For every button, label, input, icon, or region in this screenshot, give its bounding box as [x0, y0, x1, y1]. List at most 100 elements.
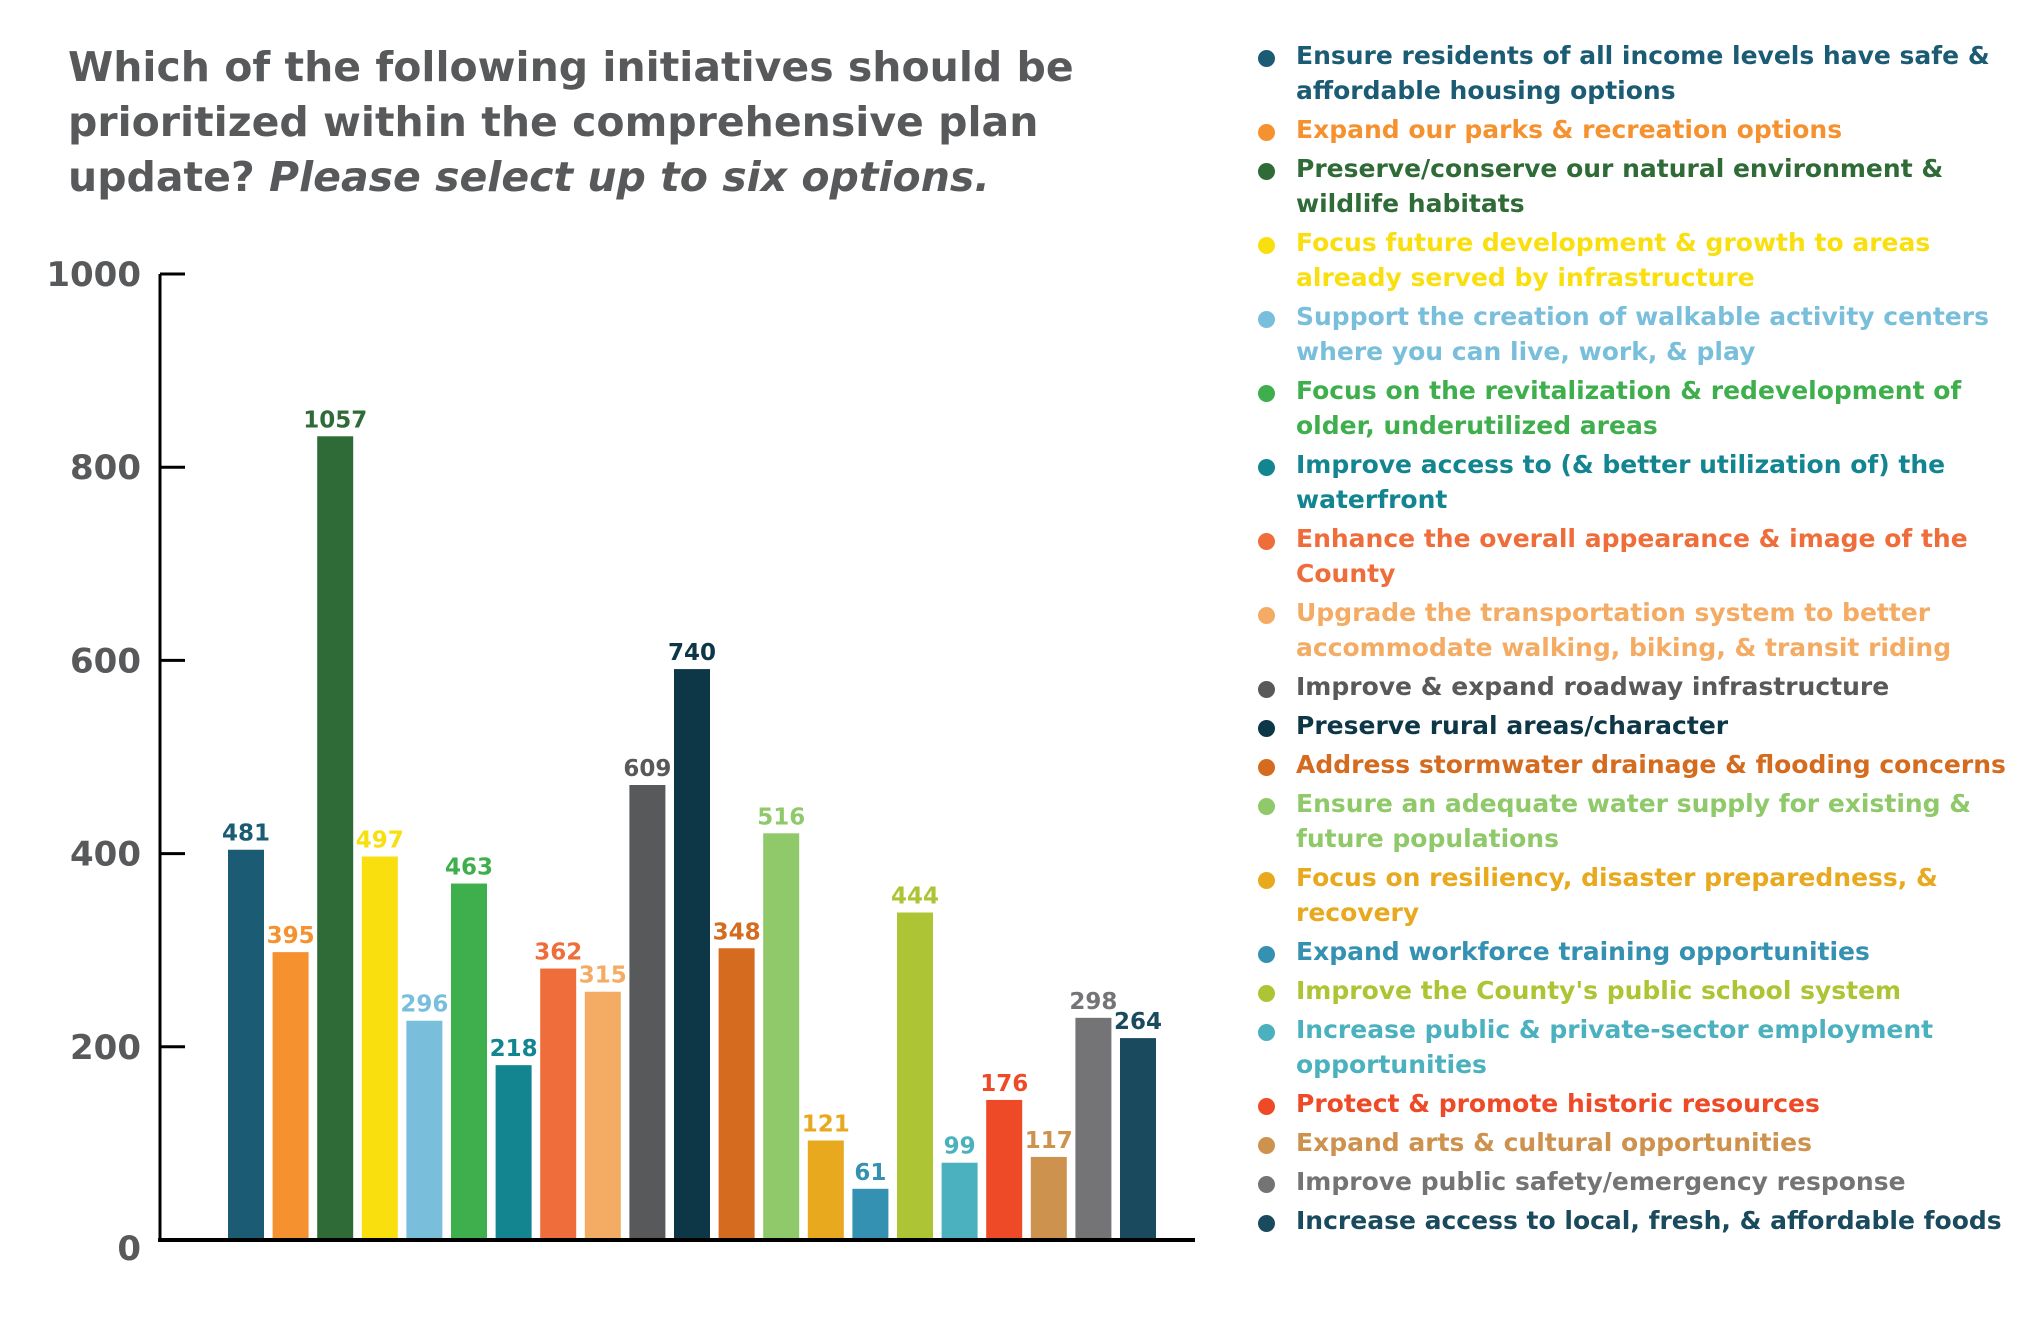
legend-swatch	[1258, 459, 1275, 476]
bar	[629, 785, 666, 1240]
legend-swatch	[1258, 798, 1275, 815]
legend-swatch	[1258, 533, 1275, 550]
legend-item: Protect & promote historic resources	[1258, 1086, 2028, 1121]
bar	[584, 991, 621, 1240]
legend-label: Increase access to local, fresh, & affor…	[1296, 1206, 2002, 1235]
legend-label: Preserve/conserve our natural environmen…	[1296, 154, 1944, 218]
legend-label: Improve the County's public school syste…	[1296, 976, 1902, 1005]
data-label: 348	[713, 919, 761, 945]
legend-label: Focus on resiliency, disaster preparedne…	[1296, 863, 1938, 927]
legend-label: Increase public & private-sector employm…	[1296, 1015, 1934, 1079]
bar	[317, 436, 354, 1241]
legend-item: Improve & expand roadway infrastructure	[1258, 669, 2028, 704]
bar	[941, 1162, 978, 1240]
data-label: 61	[854, 1160, 886, 1186]
legend-item: Ensure an adequate water supply for exis…	[1258, 786, 2028, 856]
legend-label: Address stormwater drainage & flooding c…	[1296, 750, 2006, 779]
legend-label: Improve & expand roadway infrastructure	[1296, 672, 1890, 701]
legend-item: Expand our parks & recreation options	[1258, 112, 2028, 147]
data-label: 176	[980, 1071, 1028, 1097]
data-label: 264	[1114, 1009, 1162, 1035]
legend-swatch	[1258, 237, 1275, 254]
bar	[228, 849, 264, 1240]
legend-swatch	[1258, 50, 1275, 67]
legend-swatch	[1258, 720, 1275, 737]
bar	[718, 948, 755, 1240]
legend-swatch	[1258, 607, 1275, 624]
legend-swatch	[1258, 385, 1275, 402]
data-label: 117	[1025, 1128, 1073, 1154]
axes: 0 200 400 600 800 1000	[46, 255, 1195, 1269]
legend-swatch	[1258, 1176, 1275, 1193]
data-label: 362	[534, 940, 582, 966]
chart-title: Which of the following initiatives shoul…	[68, 40, 1188, 205]
bar	[406, 1020, 443, 1240]
data-label: 395	[267, 923, 315, 949]
bar	[897, 912, 933, 1240]
y-tick-label: 1000	[46, 255, 141, 295]
legend-swatch	[1258, 946, 1275, 963]
data-label: 121	[802, 1112, 850, 1138]
bar	[1120, 1038, 1156, 1240]
bar	[540, 968, 577, 1240]
legend-item: Improve the County's public school syste…	[1258, 973, 2028, 1008]
bar	[1075, 1017, 1112, 1240]
data-label: 218	[490, 1036, 538, 1062]
bar	[361, 856, 398, 1240]
legend-swatch	[1258, 872, 1275, 889]
legend-item: Expand workforce training opportunities	[1258, 934, 2028, 969]
legend-item: Preserve rural areas/character	[1258, 708, 2028, 743]
legend-label: Upgrade the transportation system to bet…	[1296, 598, 1952, 662]
data-label: 296	[400, 992, 448, 1018]
legend-item: Upgrade the transportation system to bet…	[1258, 595, 2028, 665]
legend-item: Improve access to (& better utilization …	[1258, 447, 2028, 517]
data-label: 1057	[303, 407, 367, 433]
data-label: 497	[356, 827, 404, 853]
legend-swatch	[1258, 124, 1275, 141]
legend-label: Ensure residents of all income levels ha…	[1296, 41, 1990, 105]
legend-item: Expand arts & cultural opportunities	[1258, 1125, 2028, 1160]
legend-item: Focus on resiliency, disaster preparedne…	[1258, 860, 2028, 930]
legend-item: Preserve/conserve our natural environmen…	[1258, 151, 2028, 221]
legend-swatch	[1258, 1098, 1275, 1115]
title-emphasis: Please select up to six options.	[269, 153, 990, 201]
legend-label: Protect & promote historic resources	[1296, 1089, 1820, 1118]
title-main: Which of the following initiatives shoul…	[68, 43, 1074, 201]
data-label: 481	[222, 821, 270, 847]
data-label: 298	[1069, 989, 1117, 1015]
legend-label: Improve access to (& better utilization …	[1296, 450, 1946, 514]
legend-item: Focus future development & growth to are…	[1258, 225, 2028, 295]
legend-label: Expand workforce training opportunities	[1296, 937, 1870, 966]
y-tick-label: 200	[70, 1028, 141, 1068]
data-label: 740	[668, 640, 716, 666]
bar	[763, 833, 800, 1240]
data-label: 609	[623, 756, 671, 782]
legend-item: Increase access to local, fresh, & affor…	[1258, 1203, 2028, 1238]
y-tick-label: 600	[70, 641, 141, 681]
legend-swatch	[1258, 1137, 1275, 1154]
legend-item: Improve public safety/emergency response	[1258, 1164, 2028, 1199]
legend-label: Focus future development & growth to are…	[1296, 228, 1931, 292]
data-label: 444	[891, 884, 939, 910]
y-tick-label: 800	[70, 448, 141, 488]
legend-item: Address stormwater drainage & flooding c…	[1258, 747, 2028, 782]
data-label: 463	[445, 855, 493, 881]
bar	[495, 1065, 532, 1240]
y-tick-label: 400	[70, 835, 141, 875]
y-tick-label: 0	[117, 1229, 141, 1269]
bar	[272, 952, 309, 1240]
legend-item: Ensure residents of all income levels ha…	[1258, 38, 2028, 108]
legend-label: Expand arts & cultural opportunities	[1296, 1128, 1812, 1157]
bar	[807, 1140, 844, 1240]
bar	[1030, 1156, 1067, 1240]
legend-label: Enhance the overall appearance & image o…	[1296, 524, 1968, 588]
legend-item: Enhance the overall appearance & image o…	[1258, 521, 2028, 591]
legend-swatch	[1258, 1024, 1275, 1041]
legend-label: Expand our parks & recreation options	[1296, 115, 1843, 144]
legend-swatch	[1258, 311, 1275, 328]
legend-swatch	[1258, 163, 1275, 180]
legend-label: Support the creation of walkable activit…	[1296, 302, 1989, 366]
legend-item: Focus on the revitalization & redevelopm…	[1258, 373, 2028, 443]
